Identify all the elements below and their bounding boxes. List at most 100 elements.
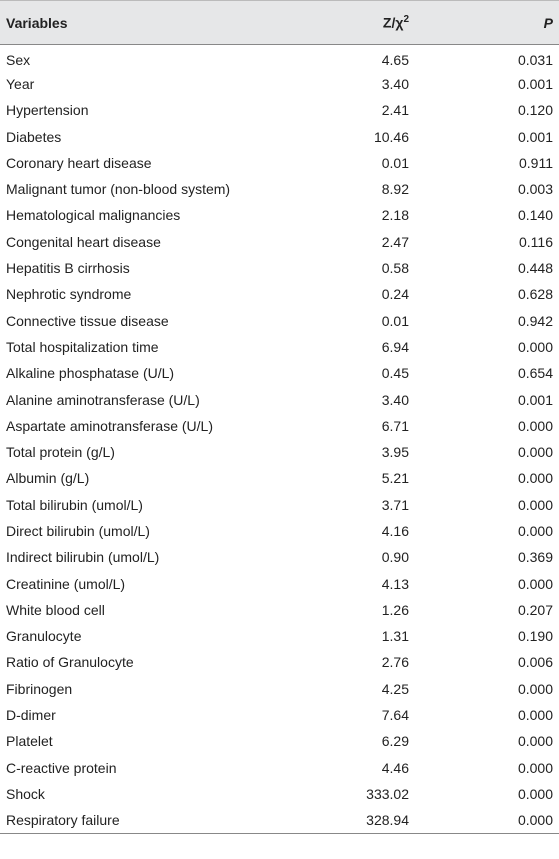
table-cell: 0.000 [517,759,553,776]
table-cell: 0.45 [381,365,409,382]
data-table: Variables Z/χ2 P Sex 4.65 0.031 Year 3.40 0.0… [0,0,559,834]
table-cell: Total protein (g/L) [6,444,115,461]
table-cell: 10.46 [373,128,409,145]
table-cell: Hematological malignancies [6,207,181,224]
header-cell: Z/χ2 [332,1,415,45]
table-cell: Coronary heart disease [6,154,152,171]
table-cell: 0.942 [517,312,553,329]
table-cell: 7.64 [381,707,409,724]
table-cell: 0.140 [517,207,553,224]
table-cell: 2.41 [381,102,409,119]
table-cell: Nephrotic syndrome [6,286,132,303]
table-cell: 4.46 [381,759,409,776]
table-row: Granulocyte 1.31 0.190 [0,623,559,649]
table-cell: 0.000 [517,733,553,750]
table-cell: C-reactive protein [6,759,117,776]
table-cell: 0.628 [517,286,553,303]
header-text: P [543,14,553,31]
table-cell: Aspartate aminotransferase (U/L) [6,417,213,434]
table-cell: 0.000 [517,522,553,539]
table-cell: 0.000 [517,680,553,697]
table-cell: 1.26 [381,601,409,618]
table-cell: 0.000 [517,496,553,513]
header-sup: 2 [403,14,409,26]
table-row: Aspartate aminotransferase (U/L) 6.71 0.00… [0,413,559,439]
table-cell: 1.31 [381,628,409,645]
table-cell: 0.120 [517,102,553,119]
table-cell: 0.207 [517,601,553,618]
table-cell: 0.24 [381,286,409,303]
table-cell: 4.65 [381,51,409,68]
table-row: Respiratory failure 328.94 0.000 [0,807,559,833]
table-row: Creatinine (umol/L) 4.13 0.000 [0,570,559,596]
table-cell: 0.000 [517,812,553,828]
table-cell: 333.02 [366,785,409,802]
table-cell: 0.000 [517,785,553,802]
table-row: Year 3.40 0.001 [0,71,559,97]
table-cell: 5.21 [381,470,409,487]
table-cell: 0.90 [381,549,409,566]
table-cell: 0.001 [517,128,553,145]
table-cell: 4.16 [381,522,409,539]
table-cell: Direct bilirubin (umol/L) [6,522,150,539]
table-cell: Hypertension [6,102,89,119]
table-cell: Alkaline phosphatase (U/L) [6,365,175,382]
table-body: Sex 4.65 0.031 Year 3.40 0.001 Hypertension 2.4… [0,45,559,834]
table-row: Hypertension 2.41 0.120 [0,97,559,123]
table-row: Albumin (g/L) 5.21 0.000 [0,465,559,491]
table-cell: Platelet [6,733,53,750]
table-row: Malignant tumor (non-blood system) 8.92 0.… [0,176,559,202]
table-cell: 3.95 [381,444,409,461]
table-cell: Respiratory failure [6,812,120,828]
table-cell: 6.71 [381,417,409,434]
header-text: Z/χ [382,14,404,31]
table-row: Hepatitis B cirrhosis 0.58 0.448 [0,255,559,281]
table-cell: Fibrinogen [6,680,73,697]
table-cell: 3.40 [381,391,409,408]
table-cell: 2.76 [381,654,409,671]
table-cell: Connective tissue disease [6,312,169,329]
table-row: Connective tissue disease 0.01 0.942 [0,307,559,333]
table-cell: 0.000 [517,338,553,355]
table-cell: 0.654 [517,365,553,382]
table-cell: 0.01 [381,312,409,329]
table-cell: 0.448 [517,260,553,277]
table-cell: White blood cell [6,601,105,618]
table-cell: 6.94 [381,338,409,355]
table-row: Diabetes 10.46 0.001 [0,123,559,149]
table-cell: 0.000 [517,444,553,461]
table-cell: 8.92 [381,181,409,198]
table-cell: 4.25 [381,680,409,697]
table-cell: Albumin (g/L) [6,470,90,487]
table-cell: 2.18 [381,207,409,224]
table-row: White blood cell 1.26 0.207 [0,597,559,623]
table-row: Sex 4.65 0.031 [0,45,559,71]
table-cell: 4.13 [381,575,409,592]
table-cell: 0.000 [517,470,553,487]
table-cell: 328.94 [366,812,409,828]
table-cell: Congenital heart disease [6,233,161,250]
table-row: Coronary heart disease 0.01 0.911 [0,150,559,176]
table-cell: 0.000 [517,575,553,592]
table-cell: 3.40 [381,75,409,92]
table-row: Congenital heart disease 2.47 0.116 [0,229,559,255]
header-cell: P [415,1,559,45]
table-row: Alkaline phosphatase (U/L) 0.45 0.654 [0,360,559,386]
table-cell: Indirect bilirubin (umol/L) [6,549,160,566]
table-cell: 0.116 [519,233,553,250]
table-cell: 0.58 [381,260,409,277]
table-cell: Sex [6,51,31,68]
table-cell: Total hospitalization time [6,338,159,355]
table-row: Ratio of Granulocyte 2.76 0.006 [0,649,559,675]
table-row: Fibrinogen 4.25 0.000 [0,676,559,702]
table-cell: 0.003 [517,181,553,198]
table-row: Shock 333.02 0.000 [0,781,559,807]
table-cell: 0.006 [517,654,553,671]
table-cell: D-dimer [6,707,56,724]
table-cell: 6.29 [381,733,409,750]
table-cell: Creatinine (umol/L) [6,575,126,592]
table-cell: 0.001 [517,391,553,408]
table-cell: 0.01 [381,154,409,171]
table-cell: Diabetes [6,128,62,145]
